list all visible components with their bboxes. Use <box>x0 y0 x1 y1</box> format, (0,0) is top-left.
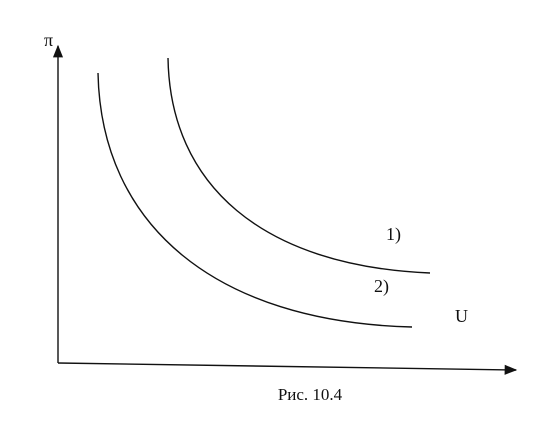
x-axis-label: U <box>455 306 468 326</box>
curve-label: 1) <box>386 224 401 245</box>
x-axis <box>57 362 518 375</box>
caption: Рис. 10.4 <box>278 385 343 404</box>
curve-1 <box>167 57 431 274</box>
y-axis-label: π <box>44 30 53 50</box>
curve-2 <box>97 72 413 328</box>
curve-label: 2) <box>374 276 389 297</box>
